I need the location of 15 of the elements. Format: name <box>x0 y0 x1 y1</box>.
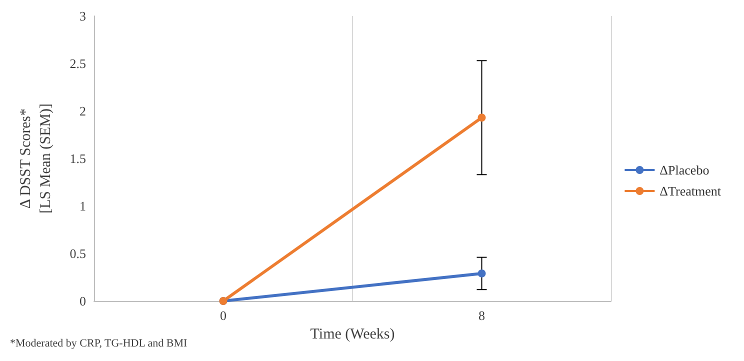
y-tick-label: 2 <box>80 104 86 118</box>
y-axis-title: Δ DSST Scores* [LS Mean (SEM)] <box>18 104 54 214</box>
y-tick-label: 2.5 <box>70 56 86 71</box>
x-axis-title: Time (Weeks) <box>310 326 395 342</box>
legend-label: ΔPlacebo <box>660 162 710 178</box>
legend-label: ΔTreatment <box>660 184 722 198</box>
y-tick-label: 0.5 <box>70 246 86 261</box>
point <box>478 114 486 122</box>
y-tick-label: 1.5 <box>70 151 86 166</box>
y-tick-label: 3 <box>80 8 86 24</box>
point <box>478 269 486 278</box>
x-tick-label: 8 <box>478 308 485 323</box>
text: *Moderated by CRP, TG-HDL and BMI <box>10 338 188 350</box>
y-tick-label: 0 <box>80 294 86 308</box>
y-tick-label: 1 <box>80 198 86 214</box>
